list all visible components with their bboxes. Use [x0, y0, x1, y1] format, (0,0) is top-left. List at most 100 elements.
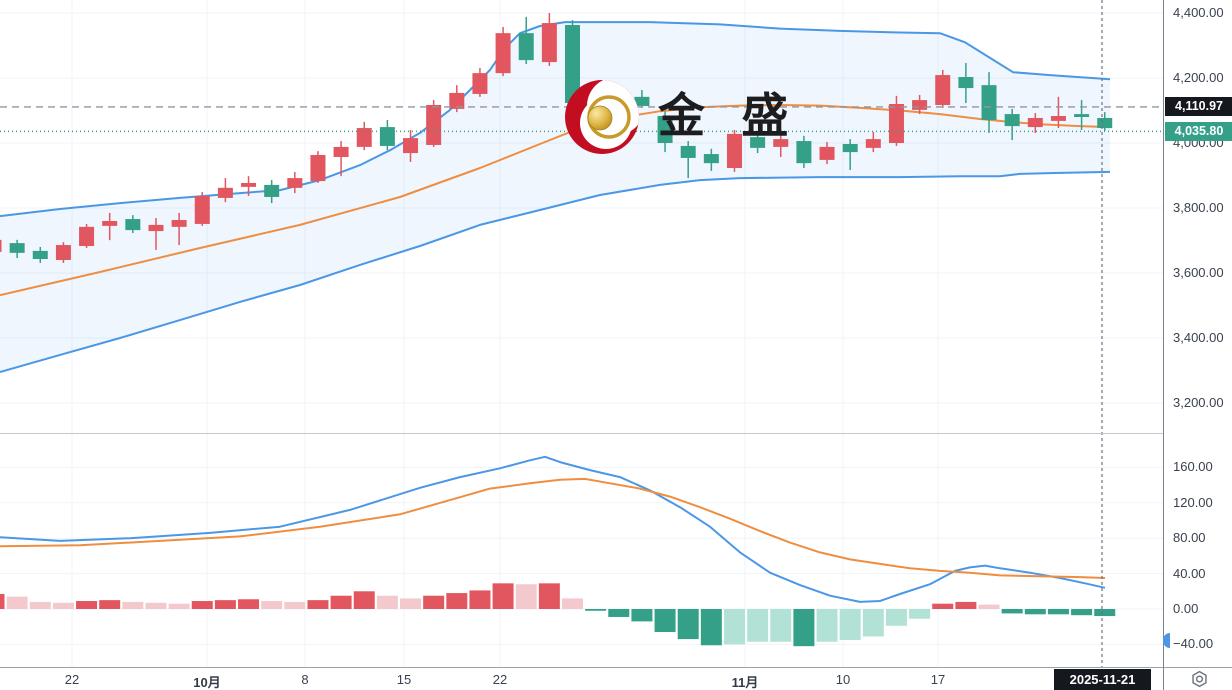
chart-canvas[interactable]: [0, 0, 1163, 667]
candlestick: [426, 104, 442, 145]
histogram-bar: [261, 601, 283, 609]
histogram-bar: [76, 601, 98, 609]
histogram-bar: [585, 609, 607, 611]
crosshair-price-badge: 4,110.97: [1165, 97, 1232, 117]
candlestick: [1097, 117, 1113, 129]
candlestick: [32, 250, 48, 260]
candlestick: [634, 96, 650, 106]
indicator-value-marker: [1163, 632, 1170, 648]
candlestick: [217, 187, 233, 198]
histogram-bar: [469, 590, 491, 609]
time-tick-label: 22: [64, 672, 80, 687]
candlestick: [379, 127, 395, 146]
histogram-bar: [400, 598, 422, 609]
histogram-bar: [747, 609, 769, 642]
candlestick: [241, 182, 257, 187]
histogram-bar: [52, 602, 74, 609]
candlestick: [726, 133, 742, 169]
candlestick: [287, 178, 303, 188]
indicator-tick-label: 0.00: [1173, 601, 1199, 616]
price-axis[interactable]: 4,110.97 4,035.80 4,400.00 4,200.00 4,000.…: [1163, 0, 1232, 667]
histogram-bar: [168, 603, 190, 609]
indicator-tick-label: −40.00: [1173, 636, 1214, 652]
time-axis[interactable]: 2025-11-21 22 10月 8 15 22 11月 10 17: [0, 667, 1232, 690]
histogram-bar: [6, 596, 28, 609]
histogram-bar: [816, 609, 838, 642]
candlestick: [55, 245, 71, 260]
histogram-bar: [1024, 609, 1046, 615]
crosshair-date-badge: 2025-11-21: [1054, 669, 1151, 690]
bollinger-upper-band: [0, 21, 1111, 218]
candlestick: [125, 219, 141, 231]
histogram-bar: [145, 602, 167, 609]
candlestick: [565, 25, 580, 104]
candlestick: [0, 239, 2, 252]
time-tick-label: 10: [835, 672, 851, 687]
histogram-bar: [700, 609, 722, 646]
settings-gear-icon: [1191, 670, 1207, 688]
histogram-bar: [862, 609, 884, 637]
histogram-bar: [608, 609, 630, 617]
indicator-tick-label: 160.00: [1173, 459, 1213, 475]
histogram-bar: [122, 601, 144, 609]
price-tick-label: 3,400.00: [1173, 330, 1224, 345]
histogram-bar: [492, 583, 514, 609]
histogram-bar: [909, 609, 931, 619]
candlestick: [171, 220, 187, 227]
time-tick-label: 10月: [193, 675, 221, 690]
candlestick: [356, 128, 372, 147]
histogram-bar: [723, 609, 745, 645]
candlestick: [518, 33, 534, 61]
candlestick: [333, 146, 349, 157]
time-tick-label: 8: [301, 672, 309, 687]
candlestick: [79, 226, 95, 247]
candlestick: [9, 243, 25, 253]
histogram-bar: [1094, 609, 1116, 617]
candlestick: [657, 116, 673, 143]
time-tick-label: 17: [930, 672, 946, 687]
candlestick: [449, 92, 465, 109]
time-tick-label: 11月: [731, 675, 759, 690]
time-tick-label: 22: [492, 672, 508, 687]
axis-corner-divider: [1163, 667, 1164, 690]
histogram-bar: [284, 601, 306, 609]
histogram-bar: [1047, 609, 1069, 615]
histogram-bar: [932, 603, 954, 609]
candlestick: [819, 146, 835, 160]
brand-logo-icon: [565, 80, 639, 154]
histogram-bar: [770, 609, 792, 642]
indicator-tick-label: 40.00: [1173, 565, 1206, 581]
histogram-bar: [515, 584, 537, 609]
candlestick: [912, 100, 928, 110]
candlestick: [102, 221, 118, 226]
brand-watermark: 金 盛: [556, 78, 798, 156]
brand-text: 金 盛: [658, 89, 799, 144]
histogram-bar: [562, 598, 583, 609]
price-tick-label: 4,200.00: [1173, 70, 1224, 85]
axis-settings-button[interactable]: [1186, 670, 1212, 688]
panel-resize-divider[interactable]: [0, 433, 1232, 434]
candlestick: [148, 224, 164, 232]
candlestick: [750, 137, 766, 148]
candlestick: [958, 77, 974, 89]
histogram-bar: [29, 601, 51, 609]
indicator-fast-line: [0, 455, 1106, 603]
histogram-bar: [1001, 609, 1023, 614]
last-price-badge: 4,035.80: [1165, 121, 1232, 141]
candlestick: [865, 139, 881, 148]
histogram-bar: [423, 595, 445, 609]
bollinger-lower-band: [0, 170, 1111, 374]
candlestick: [495, 33, 511, 74]
candlestick: [842, 143, 858, 153]
indicator-slow-line: [0, 477, 1106, 579]
histogram-bar: [0, 593, 5, 609]
histogram-bar: [654, 609, 676, 633]
indicator-tick-label: 120.00: [1173, 494, 1213, 510]
histogram-bar: [307, 600, 329, 609]
histogram-bar: [885, 609, 907, 626]
histogram-bar: [353, 591, 375, 609]
candlestick: [541, 23, 557, 63]
candlestick: [310, 155, 326, 182]
candlestick: [773, 139, 789, 147]
